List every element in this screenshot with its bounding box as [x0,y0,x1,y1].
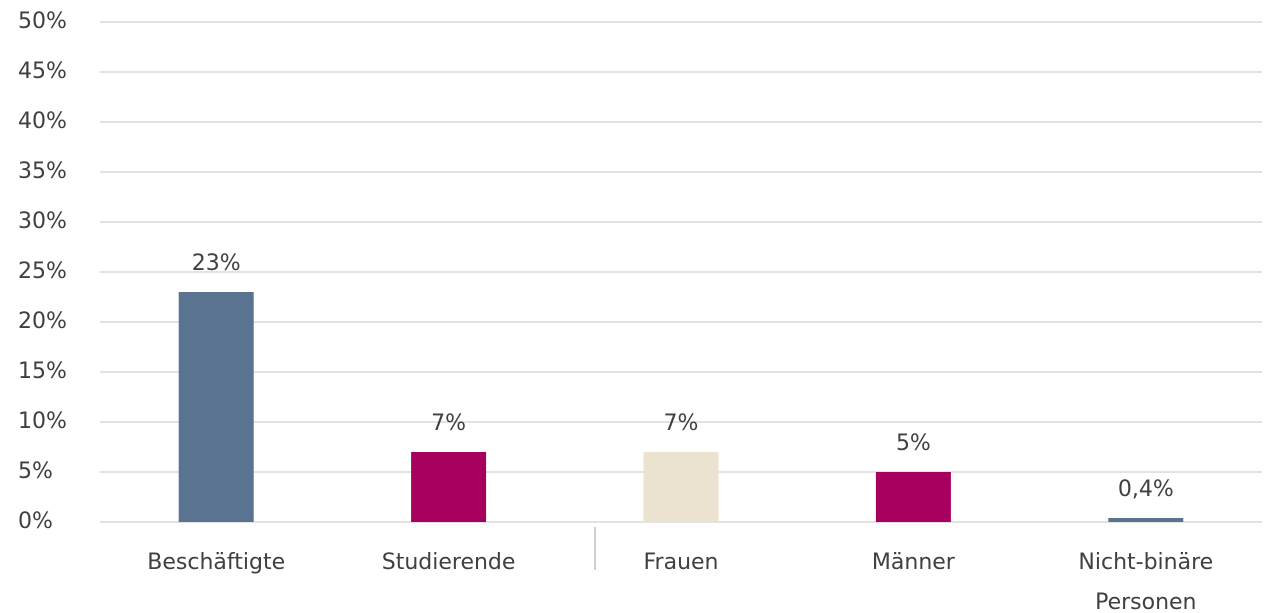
y-tick-label: 40% [18,109,67,134]
value-label: 7% [431,411,466,436]
y-tick-label: 5% [18,459,53,484]
x-tick-label: Männer [872,550,956,575]
value-label: 23% [192,251,241,276]
y-tick-label: 15% [18,359,67,384]
y-tick-label: 25% [18,259,67,284]
value-label: 7% [664,411,699,436]
x-tick-label: Frauen [643,550,718,575]
y-tick-label: 10% [18,409,67,434]
x-tick-label: Beschäftigte [147,550,285,575]
bar [643,452,719,522]
y-tick-label: 45% [18,59,67,84]
bar [1108,518,1184,522]
y-tick-label: 50% [18,9,67,34]
x-tick-label: Studierende [382,550,516,575]
value-label: 0,4% [1118,477,1174,502]
y-tick-label: 30% [18,209,67,234]
y-tick-label: 0% [18,509,53,534]
y-tick-label: 35% [18,159,67,184]
value-label: 5% [896,431,931,456]
x-tick-label: Nicht-binäre Personen [1078,550,1213,613]
bar [411,452,487,522]
y-tick-label: 20% [18,309,67,334]
bar [875,472,951,522]
bar [178,292,254,522]
